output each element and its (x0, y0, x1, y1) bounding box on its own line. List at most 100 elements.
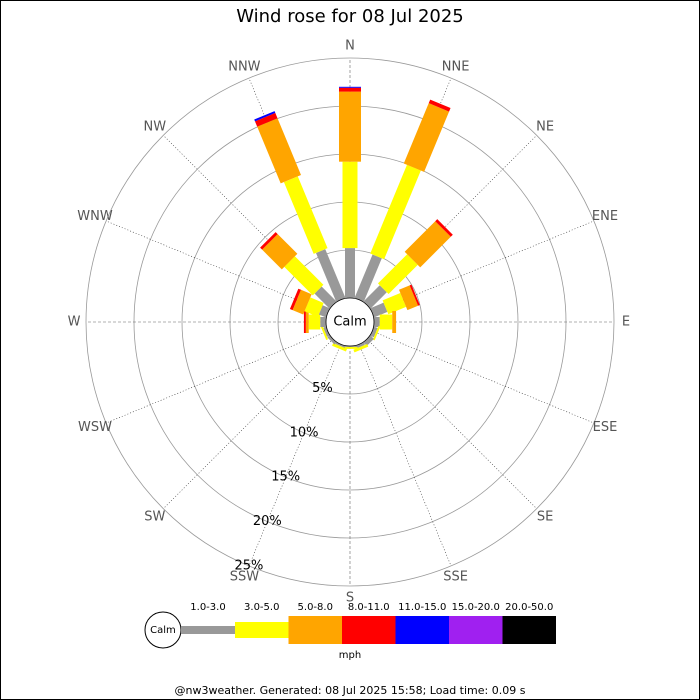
bar-segment (374, 317, 380, 327)
direction-label: S (346, 591, 354, 606)
r-tick-label: 20% (253, 514, 282, 529)
legend-label: 1.0-3.0 (190, 602, 225, 613)
calm-label: Calm (333, 315, 366, 330)
direction-label: W (68, 315, 81, 330)
legend-label: 3.0-5.0 (244, 602, 279, 613)
bar-segment (372, 325, 381, 341)
direction-bar (332, 342, 348, 352)
direction-bar (354, 99, 451, 302)
legend-label: 20.0-50.0 (505, 602, 553, 613)
bar-segment (289, 288, 301, 311)
direction-line (105, 220, 328, 314)
legend-calm-label: Calm (150, 625, 176, 636)
direction-bar (289, 288, 330, 318)
direction-label: E (622, 315, 630, 330)
bar-segment (339, 86, 361, 88)
bar-segment (339, 91, 361, 162)
direction-bar (370, 284, 420, 318)
bar-segment (260, 232, 278, 250)
direction-line (105, 330, 328, 424)
bar-segment (377, 254, 418, 295)
bar-segment (323, 326, 330, 337)
bar-segment (308, 314, 321, 330)
direction-bar (363, 219, 453, 309)
bar-segment (404, 221, 451, 268)
r-tick-label: 15% (271, 470, 300, 485)
bar-segment (345, 248, 355, 298)
direction-label: ESE (593, 420, 618, 435)
bar-segment (382, 293, 407, 315)
bar-segment (339, 87, 361, 92)
bar-segment (305, 311, 309, 333)
bar-segment (370, 302, 388, 318)
legend-swatch (449, 616, 503, 644)
direction-line (372, 330, 595, 424)
legend-swatch (181, 626, 235, 634)
legend-label: 11.0-15.0 (398, 602, 446, 613)
bar-segment (254, 112, 278, 127)
r-tick-label: 25% (235, 558, 264, 573)
bar-segment (363, 285, 387, 309)
bar-segment (342, 161, 358, 249)
bar-segment (363, 335, 374, 346)
bar-segment (304, 297, 324, 317)
direction-bar (254, 111, 346, 302)
direction-line (248, 344, 342, 567)
bar-segment (257, 118, 302, 184)
bar-segment (379, 314, 393, 330)
bar-segment (370, 326, 378, 338)
direction-bar (363, 335, 374, 346)
direction-label: NE (536, 119, 554, 134)
direction-bar (339, 86, 361, 298)
bar-segment (254, 111, 276, 122)
direction-label: SW (144, 510, 165, 525)
legend-swatch (395, 616, 449, 644)
direction-label: NNE (442, 60, 470, 75)
legend-swatch (502, 616, 556, 644)
legend-label: 5.0-8.0 (298, 602, 333, 613)
bar-segment (320, 325, 329, 340)
bar-segment (353, 343, 369, 353)
direction-bar (370, 325, 381, 341)
direction-bar (260, 232, 337, 309)
bar-segment (399, 285, 419, 311)
unit-label: mph (339, 650, 361, 661)
direction-bar (342, 346, 358, 349)
direction-label: NNW (228, 60, 260, 75)
direction-bar (327, 335, 337, 345)
direction-label: SSE (443, 569, 468, 584)
bar-segment (345, 346, 355, 347)
direction-label: SSW (230, 569, 260, 584)
legend-label: 15.0-20.0 (452, 602, 500, 613)
bar-segment (435, 219, 453, 237)
legend-swatch (235, 622, 289, 638)
direction-label: WNW (77, 209, 113, 224)
direction-line (163, 338, 334, 509)
bar-segment (292, 289, 312, 315)
r-tick-label: 5% (312, 381, 333, 396)
r-tick-label: 10% (290, 425, 319, 440)
bar-segment (320, 317, 326, 327)
legend-label: 8.0-11.0 (348, 602, 390, 613)
bar-segment (327, 335, 337, 345)
bar-segment (332, 343, 348, 352)
bar-segment (314, 286, 337, 309)
bar-segment (370, 164, 421, 260)
ring (85, 57, 615, 587)
direction-label: WSW (78, 420, 112, 435)
footer: @nw3weather. Generated: 08 Jul 2025 15:5… (175, 684, 526, 697)
legend-swatch (288, 616, 342, 644)
direction-line (366, 338, 537, 509)
bar-segment (315, 249, 346, 302)
direction-bar (374, 311, 397, 333)
direction-bar (320, 325, 330, 340)
bar-segment (392, 311, 397, 333)
direction-label: NW (144, 119, 167, 134)
bar-segment (283, 176, 328, 254)
bar-segment (335, 342, 346, 348)
bar-segment (354, 254, 382, 302)
bar-segment (342, 346, 358, 349)
chart-title: Wind rose for 08 Jul 2025 (236, 6, 464, 27)
direction-label: SE (537, 510, 553, 525)
